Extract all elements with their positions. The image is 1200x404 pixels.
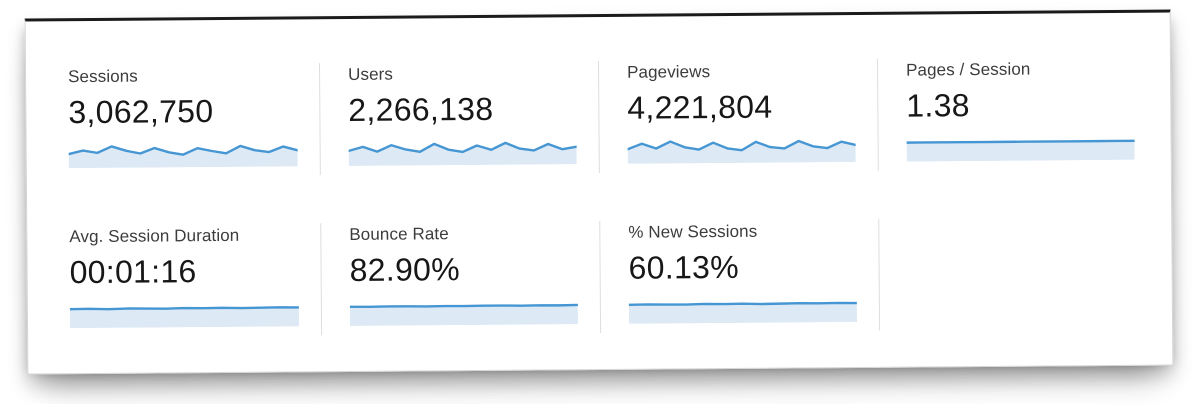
metric-value: 60.13% — [628, 248, 740, 286]
pageviews-sparkline — [628, 135, 856, 164]
avg-session-duration-sparkline — [70, 299, 300, 329]
metric-label: Sessions — [68, 66, 138, 87]
metric-card-percent-new-sessions[interactable]: % New Sessions 60.13% — [599, 218, 880, 333]
metric-value: 82.90% — [349, 251, 461, 288]
metric-label: % New Sessions — [628, 221, 758, 242]
metric-label: Avg. Session Duration — [69, 225, 240, 247]
metric-card-users[interactable]: Users 2,266,138 — [318, 61, 599, 176]
metric-card-bounce-rate[interactable]: Bounce Rate 82.90% — [320, 220, 601, 336]
metric-value: 4,221,804 — [627, 88, 773, 126]
metric-label: Pageviews — [626, 62, 711, 82]
sessions-sparkline — [69, 139, 298, 169]
metric-label: Pages / Session — [905, 59, 1031, 80]
metric-card-avg-session-duration[interactable]: Avg. Session Duration 00:01:16 — [41, 223, 321, 337]
empty-cell — [878, 216, 1159, 331]
metric-card-pages-per-session[interactable]: Pages / Session 1.38 — [876, 56, 1157, 171]
metric-label: Bounce Rate — [349, 224, 449, 244]
percent-new-sessions-sparkline — [629, 295, 857, 324]
metric-value: 3,062,750 — [68, 93, 214, 131]
metric-label: Users — [347, 64, 394, 84]
metrics-grid: Sessions 3,062,750 Users 2,266,138 Pagev… — [40, 56, 1159, 338]
metric-card-sessions[interactable]: Sessions 3,062,750 — [40, 63, 320, 177]
metrics-summary-panel: Sessions 3,062,750 Users 2,266,138 Pagev… — [24, 9, 1174, 375]
bounce-rate-sparkline — [350, 297, 578, 326]
metric-card-pageviews[interactable]: Pageviews 4,221,804 — [597, 58, 878, 174]
pages-per-session-sparkline — [907, 133, 1135, 162]
metric-value: 00:01:16 — [69, 253, 197, 291]
users-sparkline — [349, 137, 577, 166]
metric-value: 1.38 — [906, 87, 970, 124]
metric-value: 2,266,138 — [348, 90, 494, 128]
